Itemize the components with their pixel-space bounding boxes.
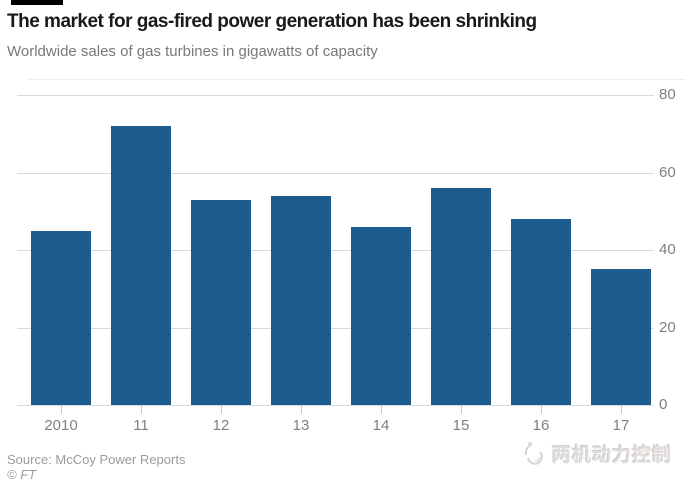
- x-axis-tick-label: 15: [452, 417, 470, 434]
- x-axis-tick-label: 14: [372, 417, 390, 434]
- gridline: [17, 173, 654, 174]
- gridline: [17, 250, 654, 251]
- chart-title: The market for gas-fired power generatio…: [7, 11, 537, 32]
- y-axis-tick-label: 80: [659, 86, 676, 103]
- gridline: [17, 405, 654, 406]
- gridline: [17, 95, 654, 96]
- watermark: 两机动力控制: [521, 439, 672, 467]
- x-axis-tick: [461, 405, 462, 414]
- bar: [351, 227, 411, 405]
- gridline: [17, 328, 654, 329]
- bar: [31, 231, 91, 405]
- watermark-logo-icon: [524, 442, 543, 465]
- bar: [191, 200, 251, 405]
- x-axis-tick-label: 13: [292, 417, 310, 434]
- x-axis-tick: [141, 405, 142, 414]
- ft-copyright: © FT: [7, 467, 37, 482]
- plot-top-border: [28, 79, 685, 80]
- y-axis-tick-label: 0: [659, 396, 668, 413]
- bar: [271, 196, 331, 405]
- x-axis-tick: [541, 405, 542, 414]
- x-axis-tick: [61, 405, 62, 414]
- bar: [511, 219, 571, 405]
- y-axis-tick-label: 20: [659, 319, 676, 336]
- x-axis-tick: [221, 405, 222, 414]
- x-axis-tick-label: 2010: [44, 417, 78, 434]
- y-axis-tick-label: 40: [659, 241, 676, 258]
- x-axis-tick: [381, 405, 382, 414]
- bar: [431, 188, 491, 405]
- bar: [111, 126, 171, 405]
- x-axis-tick-label: 16: [532, 417, 550, 434]
- watermark-text: 两机动力控制: [552, 444, 673, 466]
- x-axis-tick: [301, 405, 302, 414]
- accent-bar: [11, 0, 63, 5]
- x-axis-tick: [621, 405, 622, 414]
- bar: [591, 269, 651, 405]
- x-axis-tick-label: 17: [612, 417, 630, 434]
- x-axis-tick-label: 11: [133, 417, 149, 434]
- y-axis-tick-label: 60: [659, 164, 676, 181]
- x-axis-tick-label: 12: [212, 417, 230, 434]
- source-note: Source: McCoy Power Reports: [7, 452, 186, 467]
- chart-subtitle: Worldwide sales of gas turbines in gigaw…: [7, 43, 378, 60]
